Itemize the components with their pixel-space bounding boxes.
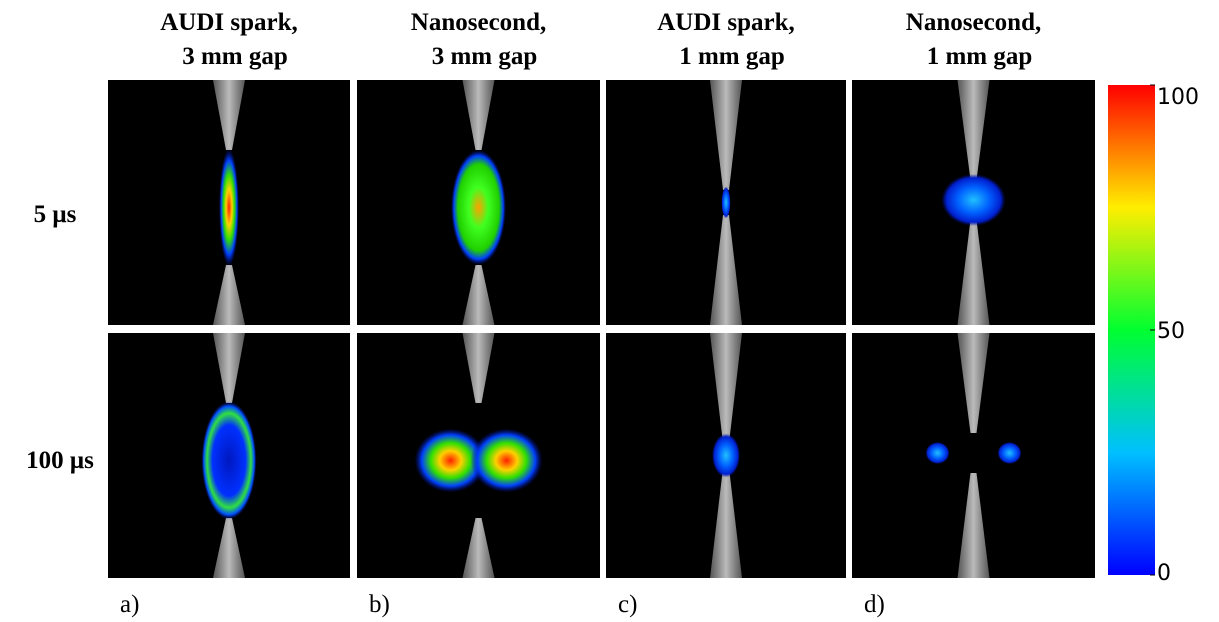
electrode xyxy=(957,333,990,433)
electrode xyxy=(957,220,990,325)
electrode xyxy=(710,215,742,325)
electrode xyxy=(213,518,245,578)
column-header: Nanosecond, xyxy=(411,9,546,36)
plasma xyxy=(451,150,506,265)
plasma xyxy=(470,428,543,493)
electrode xyxy=(462,80,495,150)
electrode xyxy=(462,333,495,403)
electrode xyxy=(710,333,742,443)
electrode xyxy=(462,518,495,578)
plasma xyxy=(997,442,1022,464)
plasma xyxy=(219,148,239,267)
electrode xyxy=(957,473,990,578)
panel-label: b) xyxy=(369,591,390,618)
column-header: AUDI spark, xyxy=(160,9,298,36)
column-header: Nanosecond, xyxy=(906,9,1041,36)
column-header: 3 mm gap xyxy=(432,43,538,70)
electrode xyxy=(710,80,742,190)
plasma xyxy=(414,428,487,493)
electrode xyxy=(462,265,495,325)
column-header: AUDI spark, xyxy=(657,9,795,36)
plasma xyxy=(712,433,740,478)
panel-label: d) xyxy=(864,591,885,618)
row-label: 5 μs xyxy=(34,201,77,228)
electrode xyxy=(957,80,990,180)
electrode xyxy=(213,80,245,150)
electrode xyxy=(710,468,742,578)
panel-label: c) xyxy=(618,591,637,618)
column-header: 3 mm gap xyxy=(182,43,288,70)
colorbar-tick-label: 100 xyxy=(1157,85,1199,110)
plasma xyxy=(721,186,731,219)
panel-label: a) xyxy=(120,591,139,618)
column-header: 1 mm gap xyxy=(927,43,1033,70)
plasma xyxy=(941,174,1006,226)
electrode xyxy=(213,333,245,403)
colorbar-tick-label: 0 xyxy=(1157,561,1171,586)
colorbar-tick-label: 50 xyxy=(1157,319,1185,344)
electrode xyxy=(213,265,245,325)
column-header: 1 mm gap xyxy=(679,43,785,70)
plasma xyxy=(925,442,950,464)
row-label: 100 μs xyxy=(26,447,94,474)
plasma xyxy=(201,401,257,520)
colorbar xyxy=(1108,85,1155,575)
